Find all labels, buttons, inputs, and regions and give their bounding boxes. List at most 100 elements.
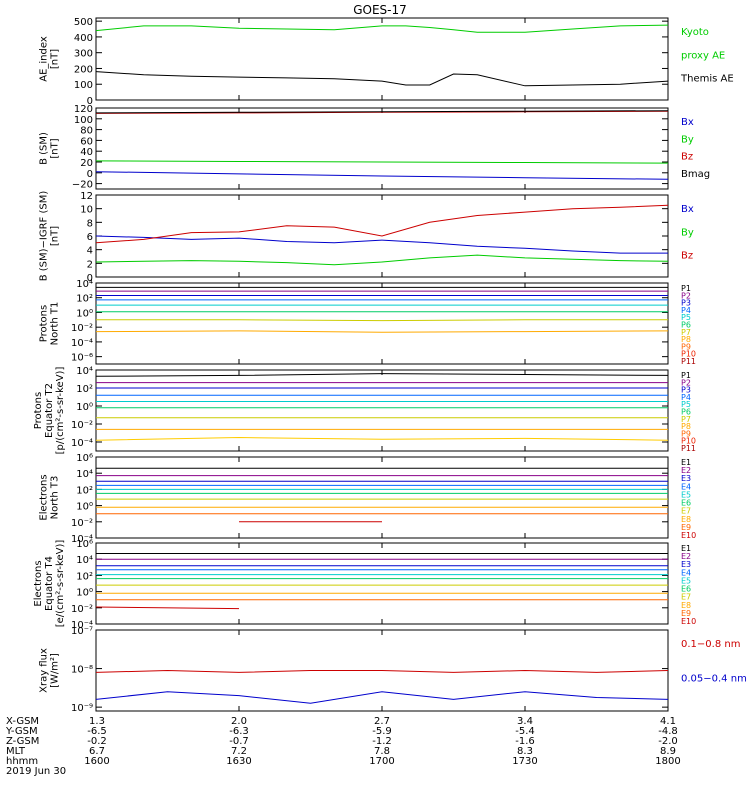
y-tick-label: 6 bbox=[87, 232, 93, 243]
y-tick-label: 100 bbox=[74, 115, 93, 126]
y-tick-label: 10⁻⁹ bbox=[71, 703, 93, 714]
legend-entry: P1 bbox=[681, 371, 691, 380]
legend-entry: P4 bbox=[681, 393, 691, 402]
series-line bbox=[95, 254, 669, 266]
legend-entry: E1 bbox=[681, 458, 691, 467]
footer-row-label: MLT bbox=[6, 746, 26, 757]
panel-1: 0 100 200 300 400 500 AE_index [nT] Kyoto proxy A… bbox=[39, 17, 734, 107]
legend-entry: E1 bbox=[681, 544, 691, 553]
legend-entry: P5 bbox=[681, 400, 691, 409]
y-tick-label: 200 bbox=[74, 64, 93, 75]
y-axis-label: Electrons bbox=[33, 560, 44, 606]
y-axis-label: Equator T4 bbox=[44, 556, 55, 611]
legend-entry: Bz bbox=[681, 251, 693, 262]
legend-entry: P6 bbox=[681, 408, 691, 417]
legend-entry: P7 bbox=[681, 415, 691, 424]
legend-entry: E5 bbox=[681, 576, 691, 585]
legend-entry: E6 bbox=[681, 499, 691, 508]
panel-frame bbox=[95, 542, 669, 625]
footer-value: -0.2 bbox=[87, 736, 107, 747]
y-tick-label: 20 bbox=[80, 158, 93, 169]
legend-entry: E4 bbox=[681, 482, 691, 491]
y-axis-label: [p/(cm²-s-sr-keV)] bbox=[55, 367, 66, 455]
footer-value: -5.4 bbox=[515, 726, 535, 737]
legend-entry: P7 bbox=[681, 328, 691, 337]
y-tick-label: 10⁻⁴ bbox=[71, 438, 93, 449]
legend-entry: P11 bbox=[681, 357, 696, 366]
legend-entry: proxy AE bbox=[681, 50, 725, 61]
series-line bbox=[95, 24, 669, 33]
y-tick-label: 120 bbox=[74, 104, 93, 115]
y-tick-label: 10⁻⁴ bbox=[71, 338, 93, 349]
legend-entry: E2 bbox=[681, 552, 691, 561]
legend-entry: E8 bbox=[681, 601, 691, 610]
legend-entry: E7 bbox=[681, 593, 691, 602]
series-line bbox=[95, 235, 668, 254]
footer-row-label: X-GSM bbox=[6, 716, 39, 727]
panel-5: 10⁻⁴ 10⁻² 10⁰ 10² 10⁴ Protons Equator T2 [p/(cm… bbox=[33, 366, 696, 454]
legend-entry: E9 bbox=[681, 609, 691, 618]
figure-title: GOES-17 bbox=[353, 3, 407, 17]
series-line bbox=[96, 607, 525, 609]
series-line bbox=[96, 319, 668, 322]
footer-value: -0.7 bbox=[229, 736, 249, 747]
y-tick-label: 10⁻⁸ bbox=[71, 665, 93, 676]
y-tick-label: 10⁴ bbox=[76, 279, 93, 290]
legend-entry: P9 bbox=[681, 429, 691, 438]
legend-entry: E4 bbox=[681, 568, 691, 577]
panel-frame bbox=[95, 107, 669, 190]
y-axis-label: Xray flux bbox=[39, 648, 50, 693]
footer-value: -4.8 bbox=[658, 726, 678, 737]
y-axis-label: [nT] bbox=[50, 49, 61, 69]
y-axis-label: North T3 bbox=[50, 476, 61, 520]
y-tick-label: 10² bbox=[76, 294, 93, 305]
footer-value: 6.7 bbox=[89, 746, 105, 757]
y-tick-label: 4 bbox=[87, 246, 93, 257]
legend-entry: P3 bbox=[681, 299, 691, 308]
footer-value: 1600 bbox=[84, 756, 109, 767]
y-tick-label: 10 bbox=[80, 205, 93, 216]
footer-value: -1.6 bbox=[515, 736, 535, 747]
y-axis-label: Protons bbox=[39, 305, 50, 342]
footer-row-label: Z-GSM bbox=[6, 736, 39, 747]
legend-entry: Bx bbox=[681, 204, 694, 215]
panel-frame bbox=[95, 456, 669, 539]
footer-value: 8.3 bbox=[517, 746, 533, 757]
y-tick-label: 10² bbox=[76, 485, 93, 496]
footer-value: -6.3 bbox=[229, 726, 249, 737]
footer-row-label: hhmm bbox=[6, 756, 38, 767]
y-tick-label: 2 bbox=[87, 259, 93, 270]
legend-entry: E3 bbox=[681, 474, 691, 483]
y-tick-label: 10⁴ bbox=[76, 366, 93, 377]
y-tick-label: 300 bbox=[74, 49, 93, 60]
footer-value: 1800 bbox=[655, 756, 680, 767]
legend-entry: P2 bbox=[681, 378, 691, 387]
legend-entry: Bz bbox=[681, 152, 693, 163]
y-tick-label: −20 bbox=[72, 180, 93, 191]
y-tick-label: 0 bbox=[87, 96, 93, 107]
y-tick-label: 0 bbox=[87, 273, 93, 284]
y-axis-label: [W/m²] bbox=[50, 653, 61, 688]
footer-value: 3.4 bbox=[517, 716, 533, 727]
y-tick-label: 10⁻² bbox=[71, 604, 93, 615]
y-tick-label: 10⁻² bbox=[71, 420, 93, 431]
legend-entry: 0.05−0.4 nm bbox=[681, 674, 747, 685]
y-axis-label: B (SM)−IGRF (SM) bbox=[39, 191, 50, 282]
series-line bbox=[95, 204, 669, 244]
footer-date: 2019 Jun 30 bbox=[6, 766, 66, 777]
legend-entry: Bmag bbox=[681, 169, 710, 180]
y-tick-label: 12 bbox=[80, 191, 93, 202]
legend-entry: E7 bbox=[681, 507, 691, 516]
footer-value: 1.3 bbox=[89, 716, 105, 727]
y-tick-label: 10⁰ bbox=[76, 308, 93, 319]
footer-value: 4.1 bbox=[660, 716, 676, 727]
y-tick-label: 100 bbox=[74, 80, 93, 91]
legend-entry: E5 bbox=[681, 490, 691, 499]
footer-value: -1.2 bbox=[372, 736, 392, 747]
panel-4: 10⁻⁶ 10⁻⁴ 10⁻² 10⁰ 10² 10⁴ Protons North T1 P1P2… bbox=[39, 279, 697, 366]
panel-frame bbox=[95, 17, 669, 101]
y-tick-label: 10⁻⁷ bbox=[71, 626, 93, 637]
